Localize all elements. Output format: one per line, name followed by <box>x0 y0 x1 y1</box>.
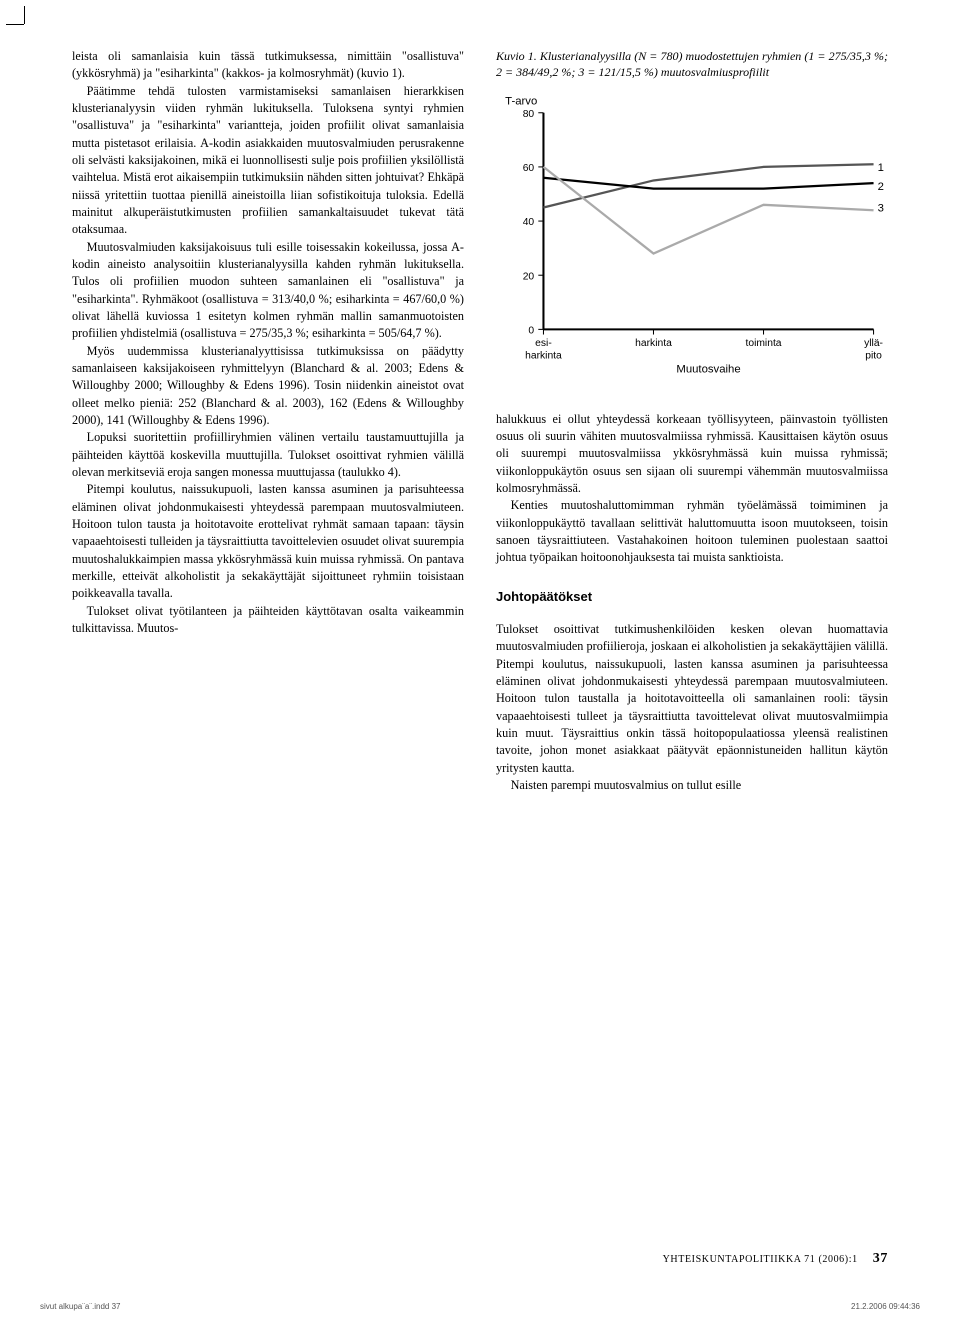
svg-text:3: 3 <box>878 203 884 215</box>
svg-text:harkinta: harkinta <box>525 351 562 362</box>
page-number: 37 <box>873 1251 888 1266</box>
svg-text:20: 20 <box>523 272 535 283</box>
svg-text:esi-: esi- <box>535 338 552 349</box>
svg-text:toiminta: toiminta <box>745 338 781 349</box>
body-paragraph: Tulokset osoittivat tutkimushenkilöiden … <box>496 621 888 777</box>
svg-text:80: 80 <box>523 109 535 120</box>
cropmark <box>6 6 30 30</box>
body-paragraph: Lopuksi suoritettiin profiilliryhmien vä… <box>72 429 464 481</box>
svg-text:2: 2 <box>878 181 884 193</box>
print-metadata: sivut alkupa¨a¨.indd 37 21.2.2006 09:44:… <box>40 1302 920 1311</box>
body-paragraph: Pitempi koulutus, naissukupuoli, lasten … <box>72 481 464 602</box>
svg-text:T-arvo: T-arvo <box>505 96 537 108</box>
svg-text:1: 1 <box>878 162 884 174</box>
print-timestamp: 21.2.2006 09:44:36 <box>851 1302 920 1311</box>
body-paragraph: Myös uudemmissa klusterianalyyttisissa t… <box>72 343 464 430</box>
left-column: leista oli samanlaisia kuin tässä tutkim… <box>72 48 464 794</box>
body-paragraph: Päätimme tehdä tulosten varmistamiseksi … <box>72 83 464 239</box>
svg-text:60: 60 <box>523 163 535 174</box>
svg-text:40: 40 <box>523 218 535 229</box>
svg-text:harkinta: harkinta <box>635 338 672 349</box>
right-column: Kuvio 1. Klusterianalyysilla (N = 780) m… <box>496 48 888 794</box>
svg-text:yllä-: yllä- <box>864 338 883 349</box>
body-paragraph: Muutosvalmiuden kaksijakoisuus tuli esil… <box>72 239 464 343</box>
body-paragraph: halukkuus ei ollut yhteydessä korkeaan t… <box>496 411 888 498</box>
body-paragraph: leista oli samanlaisia kuin tässä tutkim… <box>72 48 464 83</box>
section-heading: Johtopäätökset <box>496 588 888 606</box>
figure-caption: Kuvio 1. Klusterianalyysilla (N = 780) m… <box>496 48 888 80</box>
svg-text:0: 0 <box>528 326 534 337</box>
page-footer: YHTEISKUNTAPOLITIIKKA 71 (2006):1 37 <box>663 1251 888 1267</box>
body-paragraph: Tulokset olivat työtilanteen ja päihteid… <box>72 603 464 638</box>
two-column-layout: leista oli samanlaisia kuin tässä tutkim… <box>72 48 888 794</box>
svg-text:Muutosvaihe: Muutosvaihe <box>676 364 740 376</box>
figure-1-chart: T-arvo 0 20 40 60 80 esi-harkinta harkinta toimi… <box>496 88 888 382</box>
body-paragraph: Naisten parempi muutosvalmius on tullut … <box>496 777 888 794</box>
body-paragraph: Kenties muutoshaluttomimman ryhmän työel… <box>496 497 888 566</box>
journal-reference: YHTEISKUNTAPOLITIIKKA 71 (2006):1 <box>663 1254 858 1265</box>
line-chart-svg: T-arvo 0 20 40 60 80 esi-harkinta harkinta toimi… <box>496 88 888 377</box>
svg-text:pito: pito <box>865 351 882 362</box>
print-file: sivut alkupa¨a¨.indd 37 <box>40 1302 121 1311</box>
